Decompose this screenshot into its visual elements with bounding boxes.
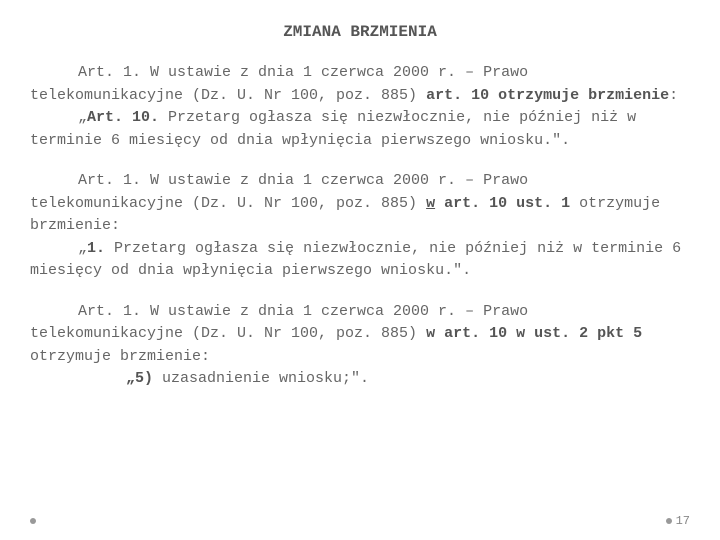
p1-colon: : bbox=[669, 87, 678, 104]
p1-bold-1: art. 10 otrzymuje brzmienie bbox=[426, 87, 669, 104]
p3-text-2: otrzymuje brzmienie: bbox=[30, 348, 210, 365]
p1-art: Art. 10. bbox=[87, 109, 159, 126]
p2-quote-open: „ bbox=[78, 240, 87, 257]
bullet-right-icon bbox=[666, 518, 672, 524]
p3-num: „5) bbox=[126, 370, 153, 387]
paragraph-3: Art. 1. W ustawie z dnia 1 czerwca 2000 … bbox=[30, 301, 690, 391]
p2-text-3: Przetarg ogłasza się niezwłocznie, nie p… bbox=[30, 240, 681, 280]
p1-quote-open: „ bbox=[78, 109, 87, 126]
footer: 17 bbox=[30, 512, 690, 530]
paragraph-1: Art. 1. W ustawie z dnia 1 czerwca 2000 … bbox=[30, 62, 690, 152]
p2-bold-1: art. 10 ust. 1 bbox=[435, 195, 579, 212]
document-title: ZMIANA BRZMIENIA bbox=[30, 20, 690, 44]
p2-num: 1. bbox=[87, 240, 105, 257]
p2-w: w bbox=[426, 195, 435, 212]
p3-text-3: uzasadnienie wniosku;". bbox=[153, 370, 369, 387]
p3-bold-1: w art. 10 w ust. 2 pkt 5 bbox=[426, 325, 642, 342]
paragraph-2: Art. 1. W ustawie z dnia 1 czerwca 2000 … bbox=[30, 170, 690, 283]
page-number: 17 bbox=[676, 512, 690, 530]
bullet-left-icon bbox=[30, 518, 36, 524]
page-number-container: 17 bbox=[666, 512, 690, 530]
